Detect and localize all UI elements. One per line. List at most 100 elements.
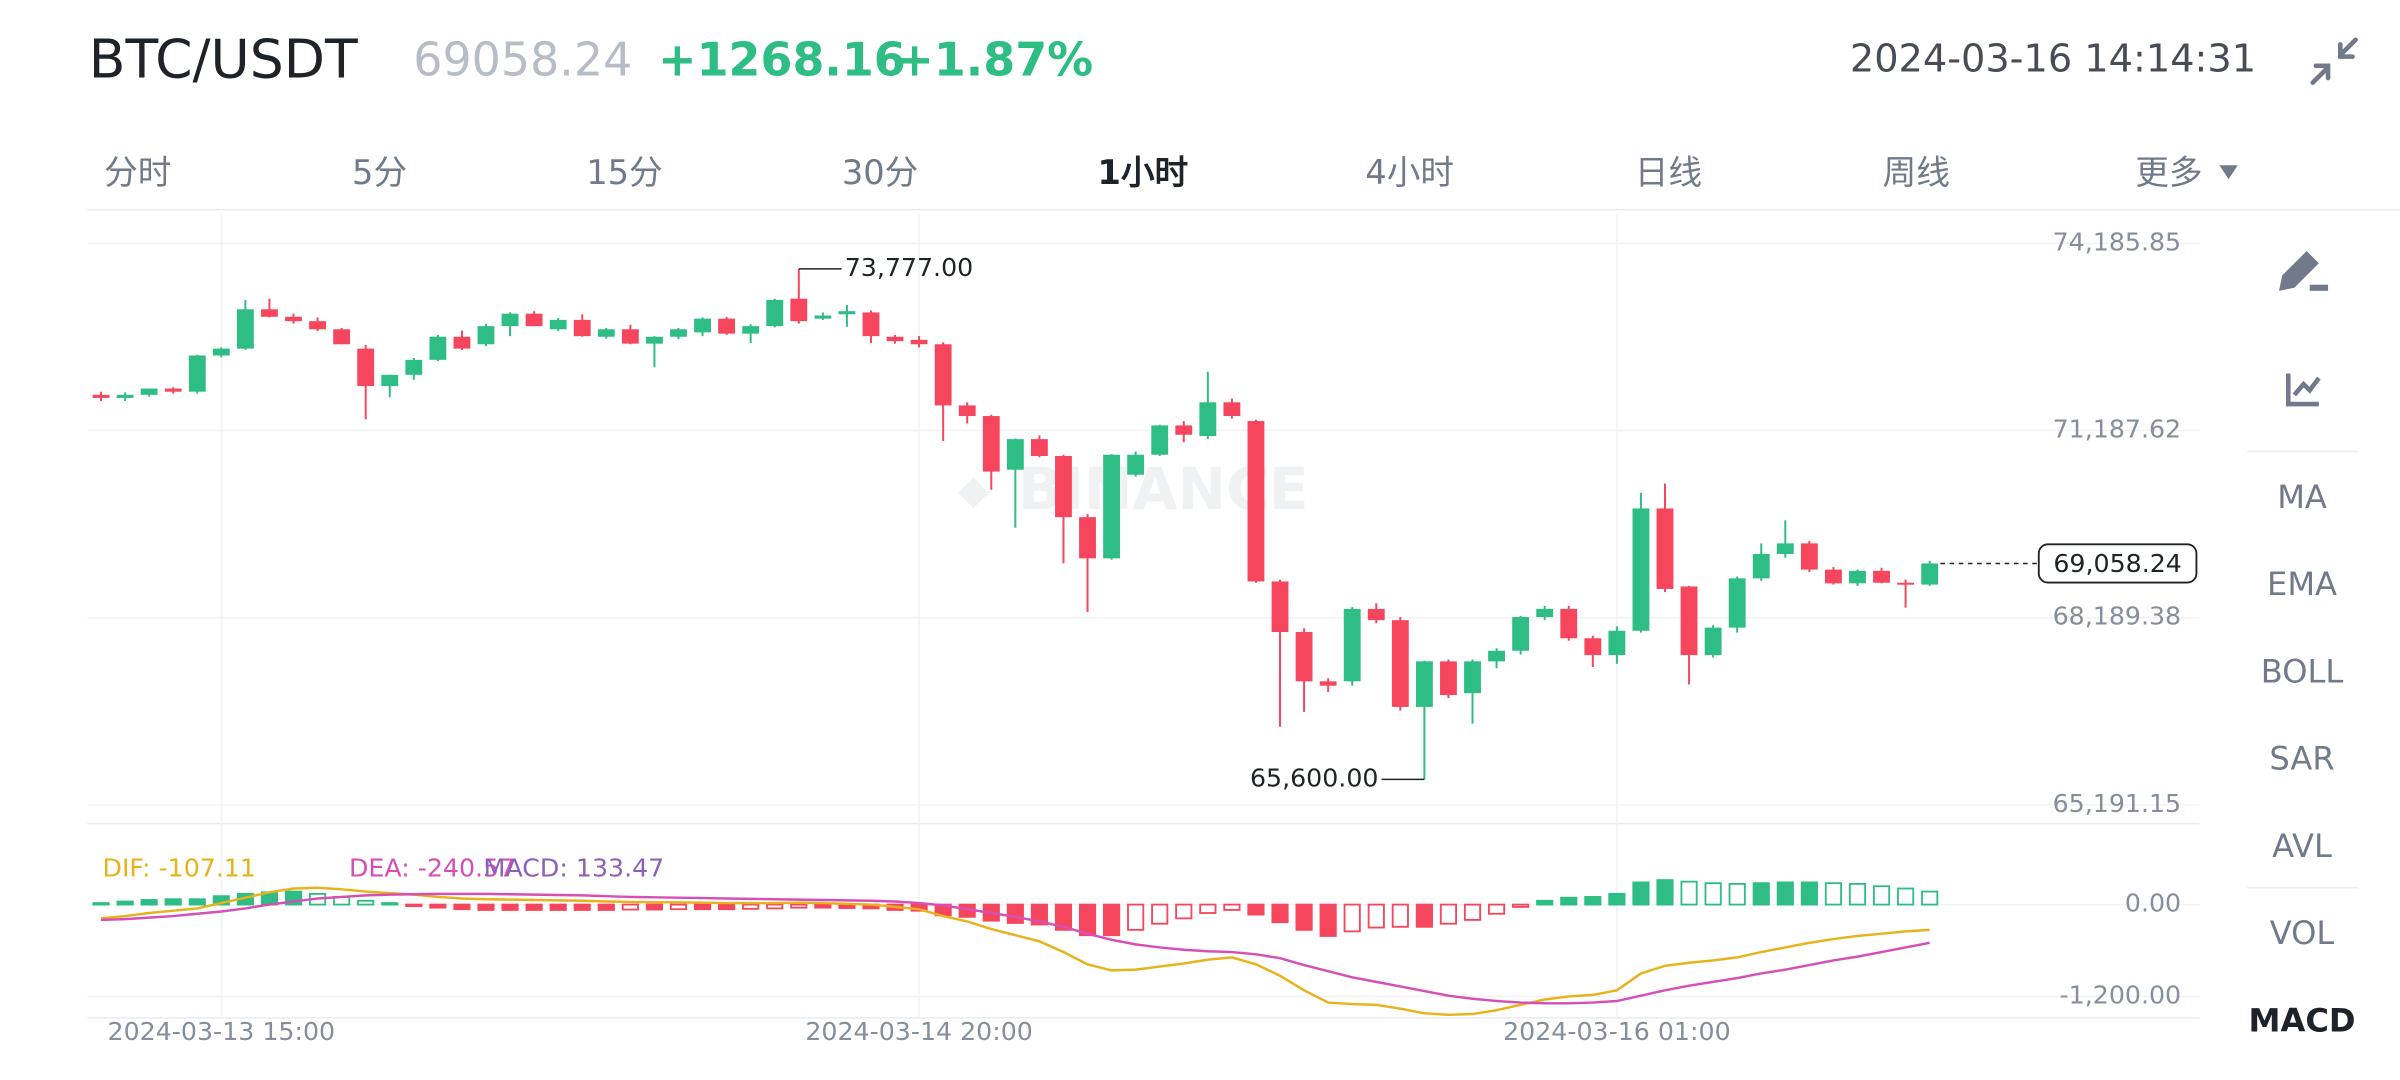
- indicator-button[interactable]: VOL: [2270, 914, 2335, 952]
- draw-icon[interactable]: [2279, 251, 2329, 291]
- candle-body: [501, 313, 519, 327]
- indicator-button[interactable]: MA: [2277, 478, 2327, 516]
- macd-bar: [1848, 883, 1867, 906]
- macd-bar: [1103, 903, 1121, 937]
- candle-body: [212, 348, 230, 356]
- y-tick-label: 0.00: [2125, 889, 2181, 918]
- macd-bar: [645, 903, 663, 911]
- candle-body: [1680, 586, 1698, 656]
- macd-bar: [1006, 903, 1024, 924]
- macd-bar: [1078, 903, 1097, 937]
- candle-body: [718, 318, 736, 334]
- candle-body: [1055, 455, 1072, 518]
- candle-body: [1271, 581, 1289, 633]
- candle-body: [1223, 402, 1241, 417]
- tab[interactable]: 15分: [586, 153, 662, 192]
- candle-body: [1776, 543, 1794, 554]
- candle-body: [814, 315, 832, 319]
- macd-bar: [1632, 881, 1650, 906]
- last-price: 69058.24: [413, 32, 632, 86]
- macd-bar: [164, 898, 182, 906]
- tab[interactable]: 4小时: [1365, 153, 1454, 192]
- candle-body: [1006, 439, 1024, 470]
- macd-bar: [597, 903, 615, 911]
- macd-bar: [1824, 882, 1842, 906]
- candle-body: [405, 359, 423, 375]
- macd-bar: [718, 903, 736, 911]
- candle-body: [188, 355, 206, 392]
- y-tick-label: 65,191.15: [2053, 789, 2182, 818]
- candle-body: [573, 319, 591, 337]
- y-tick-label: 68,189.38: [2053, 602, 2182, 631]
- macd-bar: [1680, 880, 1698, 906]
- indicator-button[interactable]: AVL: [2272, 827, 2332, 865]
- candle-body: [357, 348, 375, 387]
- candle-body: [646, 336, 663, 344]
- candle-body: [838, 311, 856, 315]
- macd-bar: [1295, 903, 1313, 931]
- candle-body: [1800, 543, 1818, 570]
- candle-body: [1849, 570, 1866, 584]
- macd-bar: [1247, 903, 1265, 916]
- candle-body: [1897, 582, 1915, 585]
- macd-bar: [381, 902, 399, 906]
- y-tick-label: 74,185.85: [2053, 227, 2182, 256]
- candle-body: [1415, 661, 1433, 707]
- candle-body: [621, 329, 639, 344]
- candle-body: [1343, 608, 1361, 682]
- tab[interactable]: 5分: [352, 153, 407, 192]
- macd-bar: [1536, 899, 1554, 906]
- macd-bar: [814, 903, 832, 909]
- tab[interactable]: 1小时: [1097, 153, 1188, 192]
- tab[interactable]: 更多: [2135, 153, 2202, 192]
- x-tick-label: 2024-03-16 01:00: [1503, 1017, 1731, 1046]
- indicator-button[interactable]: SAR: [2269, 740, 2334, 778]
- candle-body: [1199, 402, 1217, 437]
- candle-body: [1175, 425, 1193, 435]
- macd-bar: [1488, 903, 1506, 915]
- candle-body: [1030, 439, 1048, 456]
- candle-body: [742, 326, 760, 334]
- indicator-button[interactable]: EMA: [2267, 565, 2337, 603]
- macd-bar: [669, 903, 688, 911]
- candle-body: [886, 336, 904, 342]
- tab[interactable]: 周线: [1883, 153, 1950, 192]
- candle-body: [285, 316, 302, 322]
- macd-bar: [140, 899, 158, 906]
- macd-bar: [766, 903, 784, 910]
- x-tick-label: 2024-03-14 20:00: [805, 1017, 1033, 1046]
- more-arrow[interactable]: [2219, 165, 2238, 180]
- indicator-line: [100, 892, 1930, 1005]
- macd-bar: [1223, 903, 1241, 911]
- macd-bar: [1439, 903, 1458, 925]
- macd-bar: [1800, 881, 1818, 906]
- candle-body: [1512, 617, 1530, 651]
- macd-bar: [1656, 879, 1674, 906]
- collapse-icon[interactable]: [2310, 37, 2358, 85]
- candle-body: [1079, 517, 1096, 559]
- macd-bar: [1897, 887, 1915, 906]
- indicator-icon[interactable]: [2285, 373, 2321, 407]
- candle-body: [1151, 425, 1169, 455]
- macd-bar: [188, 898, 206, 906]
- candle-body: [429, 336, 447, 360]
- tab[interactable]: 日线: [1635, 153, 1702, 192]
- macd-bar: [357, 899, 375, 906]
- tab[interactable]: 30分: [842, 153, 918, 192]
- indicator-button[interactable]: BOLL: [2261, 652, 2344, 690]
- macd-bar: [477, 903, 495, 911]
- candle-body: [549, 319, 567, 330]
- macd-bar: [501, 903, 519, 911]
- candle-body: [1656, 508, 1674, 589]
- macd-bar: [1127, 903, 1145, 931]
- indicator-button[interactable]: MACD: [2249, 1001, 2356, 1039]
- last-price-label: 69,058.24: [2053, 549, 2182, 578]
- tab[interactable]: 分时: [104, 153, 171, 192]
- price-change: +1268.16: [658, 32, 906, 86]
- candle-body: [333, 329, 351, 345]
- candle-body: [381, 374, 399, 387]
- candle-body: [261, 309, 278, 317]
- macd-bar: [116, 900, 134, 906]
- macd-bar: [1463, 903, 1482, 921]
